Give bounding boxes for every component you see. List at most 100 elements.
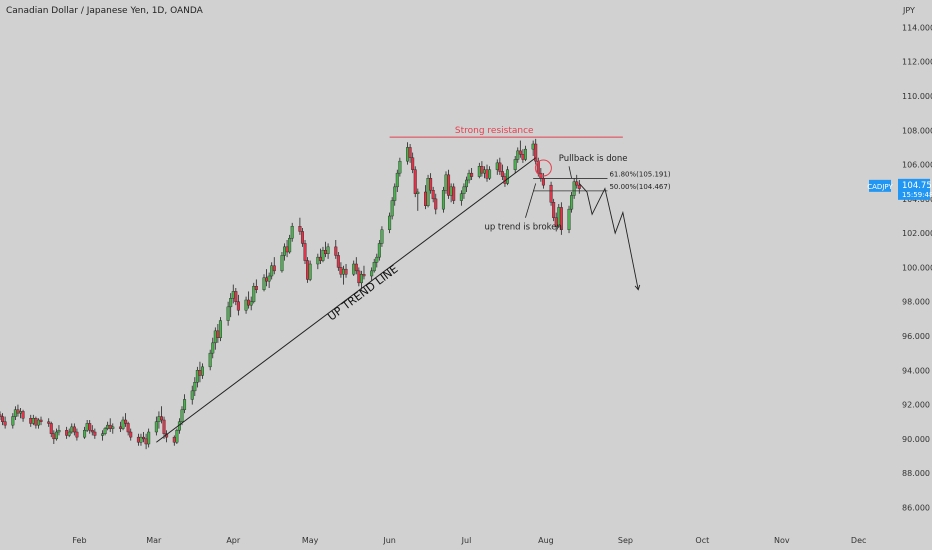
time-tick-label: Mar (146, 536, 162, 545)
highlight-circle (534, 159, 552, 177)
candle-body (518, 150, 522, 155)
time-tick-label: Apr (226, 536, 241, 545)
candle-body (470, 172, 474, 177)
candle-body (488, 169, 492, 179)
candle-body (0, 414, 2, 417)
candle-body (52, 433, 56, 440)
candle-body (70, 426, 74, 433)
candle-body (341, 268, 345, 275)
candle-body (265, 277, 269, 282)
candle-body (195, 370, 199, 383)
price-tick-label: 102.000 (902, 229, 932, 238)
candle-body (480, 166, 484, 174)
candle-body (552, 202, 556, 218)
candle-body (162, 419, 166, 434)
candle-body (93, 431, 97, 436)
candle-body (416, 191, 420, 194)
candle-body (393, 186, 397, 201)
candle-body (252, 286, 256, 302)
candle-body (324, 250, 328, 254)
candle-body (180, 409, 184, 422)
candle-body (111, 426, 115, 429)
currency-label: JPY (903, 6, 915, 15)
candle-body (572, 181, 576, 196)
candle-body (306, 260, 310, 280)
time-tick-label: Jun (382, 536, 396, 545)
candle-body (285, 246, 289, 253)
candle-body (516, 150, 520, 160)
candle-body (477, 166, 481, 177)
candle-body (157, 416, 161, 422)
price-tick-label: 106.000 (902, 161, 932, 170)
candle-body (444, 174, 448, 191)
candle-body (85, 423, 89, 431)
candle-body (334, 246, 338, 256)
projection-path (578, 183, 639, 290)
candle-body (172, 436, 176, 443)
candle-body (47, 421, 51, 424)
candle-body (190, 390, 194, 400)
candle-body (362, 274, 366, 277)
candle-body (498, 162, 502, 172)
candle-body (434, 198, 438, 210)
time-tick-label: Aug (538, 536, 554, 545)
candle-body (344, 268, 348, 275)
candle-body (575, 181, 579, 186)
candle-body (1, 416, 5, 422)
candle-body (19, 411, 23, 414)
annotations-layer: Strong resistance UP TREND LINE 61.80%(105… (156, 126, 671, 443)
candle-body (482, 169, 486, 174)
price-tick-label: 90.000 (902, 435, 930, 444)
candle-body (316, 256, 320, 265)
candle-body (506, 169, 510, 184)
price-tick-label: 86.000 (902, 503, 930, 512)
fib-label: 61.80%(105.191) (609, 170, 670, 178)
candle-body (54, 431, 58, 440)
candle-body (139, 436, 143, 443)
candle-body (244, 299, 248, 311)
price-tick-label: 100.000 (902, 263, 932, 272)
candle-body (3, 421, 7, 426)
candle-body (429, 178, 433, 191)
price-value: 104.759 (902, 181, 932, 191)
candle-body (21, 411, 25, 419)
candle-body (298, 226, 302, 232)
candle-body (129, 431, 133, 438)
price-tick-label: 94.000 (902, 366, 930, 375)
symbol-tag-bg (869, 179, 891, 192)
candle-body (200, 366, 204, 376)
candle-body (88, 423, 92, 431)
candle-body (549, 184, 553, 203)
candle-body (303, 243, 307, 261)
candle-body (72, 426, 76, 433)
candle-body (193, 382, 197, 392)
candle-body (183, 399, 187, 410)
candle-body (103, 428, 107, 434)
candle-body (262, 277, 266, 290)
pointer-arrow (568, 166, 572, 179)
candle-body (441, 190, 445, 210)
time-tick-label: Jul (461, 536, 472, 545)
time-tick-label: Oct (695, 536, 709, 545)
candle-body (118, 426, 122, 429)
candle-body (308, 263, 312, 280)
candle-body (370, 270, 374, 277)
candle-body (36, 419, 40, 426)
candle-body (142, 436, 146, 440)
candle-body (213, 330, 217, 344)
trend-line (156, 157, 537, 443)
price-tick-label: 110.000 (902, 92, 932, 101)
candle-body (16, 409, 20, 414)
candle-body (380, 229, 384, 244)
candle-body (31, 418, 35, 424)
candle-body (452, 186, 456, 201)
candle-body (495, 162, 499, 170)
candle-body (249, 301, 253, 306)
candle-body (459, 193, 463, 201)
candle-body (408, 147, 412, 158)
resistance-label: Strong resistance (455, 126, 534, 136)
candle-body (159, 416, 163, 421)
price-tick-label: 98.000 (902, 298, 930, 307)
